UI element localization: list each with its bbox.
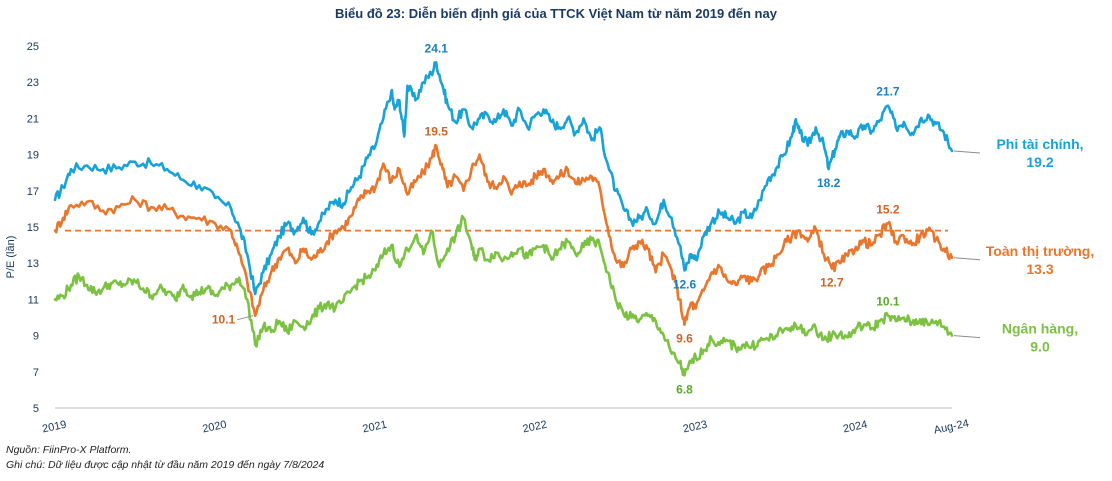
series-line-2 (53, 214, 954, 377)
x-tick-label: 2020 (201, 419, 227, 436)
series-end-name: Ngân hàng, (1002, 321, 1078, 337)
data-label: 18.2 (817, 176, 841, 190)
series-layer (53, 61, 954, 377)
series-line-0 (53, 61, 954, 296)
x-tick-label: 2021 (362, 419, 388, 436)
x-tick-label: Aug-24 (933, 418, 970, 437)
y-tick-label: 7 (33, 367, 39, 379)
labels-layer: Phi tài chính, 19.2 Toàn thị trường, 13.3 Ng… (212, 41, 1094, 396)
data-label: 12.7 (820, 276, 844, 290)
data-label: 19.5 (425, 125, 449, 139)
data-label-connector (237, 315, 254, 321)
series-end-value: 13.3 (1026, 261, 1053, 277)
series-end-value: 19.2 (1026, 154, 1053, 170)
series-end-value: 9.0 (1030, 339, 1050, 355)
series-line-1 (53, 143, 954, 326)
x-tick-label: 2024 (842, 419, 868, 436)
data-label: 12.6 (673, 277, 697, 291)
y-axis-title: P/E (lần) (5, 236, 17, 279)
chart-title: Biểu đồ 23: Diễn biến định giá của TTCK … (335, 6, 777, 21)
end-label-connector (953, 257, 981, 261)
y-tick-label: 11 (28, 294, 39, 306)
data-label: 15.2 (876, 202, 900, 216)
source-note: Nguồn: FiinPro-X Platform. (6, 444, 132, 456)
y-tick-label: 25 (27, 41, 39, 53)
y-tick-label: 15 (27, 222, 39, 234)
y-tick-label: 17 (27, 186, 39, 198)
data-label: 24.1 (425, 41, 449, 55)
data-label: 10.1 (876, 295, 900, 309)
axes-layer: 5 7 9 11 13 15 17 19 21 23 25 P/E (lần) 2019 2020 2021… (5, 41, 970, 437)
y-tick-label: 21 (27, 113, 39, 125)
end-label-connector (953, 335, 981, 339)
y-tick-label: 13 (27, 258, 39, 270)
x-tick-label: 2023 (682, 419, 708, 436)
y-tick-label: 9 (33, 331, 39, 343)
y-tick-label: 23 (27, 77, 39, 89)
pe-line-chart: 5 7 9 11 13 15 17 19 21 23 25 P/E (lần) 2019 2020 2021… (5, 41, 1094, 437)
y-tick-label: 5 (33, 403, 39, 415)
y-tick-label: 19 (27, 150, 39, 162)
data-label: 9.6 (676, 332, 693, 346)
series-end-name: Phi tài chính, (996, 136, 1083, 152)
data-label: 10.1 (212, 313, 236, 327)
data-label: 6.8 (676, 382, 693, 396)
series-end-name: Toàn thị trường, (986, 243, 1094, 259)
data-note: Ghi chú: Dữ liệu được cập nhật từ đầu nă… (6, 459, 325, 471)
x-tick-label: 2019 (41, 419, 67, 436)
data-label: 21.7 (876, 85, 900, 99)
end-label-connector (953, 150, 981, 154)
x-tick-label: 2022 (522, 419, 548, 436)
